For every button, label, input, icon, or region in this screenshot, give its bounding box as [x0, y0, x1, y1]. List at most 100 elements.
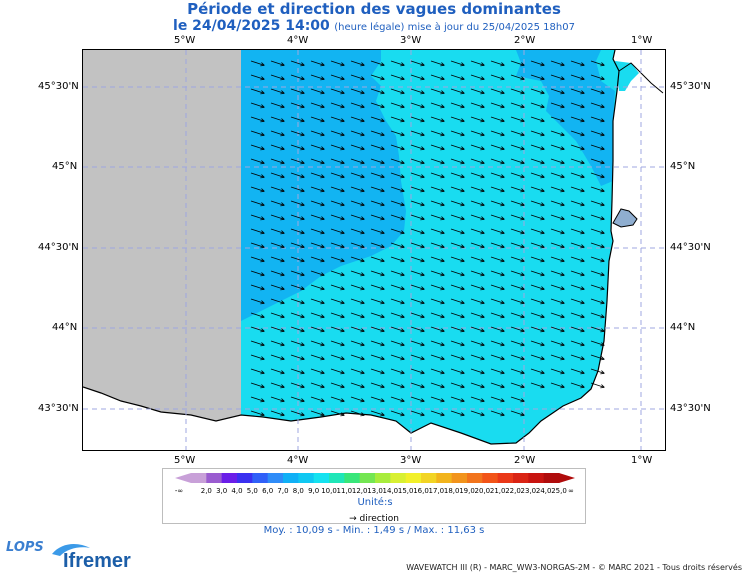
map-canvas: [83, 50, 665, 450]
direction-arrow: [290, 312, 305, 318]
direction-arrow: [510, 340, 525, 346]
direction-arrow-head: [520, 132, 525, 137]
direction-arrow-head: [560, 132, 565, 137]
direction-arrow-head: [400, 216, 405, 221]
direction-arrow-head: [440, 174, 445, 179]
direction-arrow: [450, 74, 465, 80]
update-note: (heure légale) mise à jour du 25/04/2025…: [334, 22, 575, 33]
colorbar-swatch: [467, 473, 483, 483]
direction-arrow: [250, 144, 265, 150]
direction-arrow-head: [560, 90, 565, 95]
direction-arrow-head: [580, 202, 585, 207]
direction-arrow-head: [340, 76, 345, 81]
direction-arrow-head: [340, 216, 345, 221]
colorbar-tick-label: 22,0: [505, 487, 521, 495]
direction-arrow: [410, 270, 425, 276]
direction-arrow: [470, 354, 485, 360]
direction-arrow-head: [340, 104, 345, 109]
legend-panel: -∞ 2,0 3,0 4,0 5,0 6,0 7,0 8,0 9,0 10,0 11,0 12,0 13…: [162, 468, 586, 524]
direction-arrow-head: [480, 90, 485, 95]
direction-arrow: [270, 102, 285, 108]
direction-arrow-head: [320, 62, 325, 67]
direction-arrow: [290, 102, 305, 108]
colorbar-swatch: [267, 473, 284, 483]
direction-arrow-head: [440, 62, 445, 67]
direction-arrow: [250, 74, 265, 80]
direction-arrow: [490, 382, 505, 388]
direction-arrow: [350, 410, 365, 416]
direction-arrow: [530, 354, 545, 360]
direction-arrow-head: [460, 90, 465, 95]
direction-arrow: [270, 158, 285, 164]
direction-arrow: [390, 256, 405, 262]
direction-arrow-head: [280, 370, 285, 375]
direction-arrow-head: [540, 258, 545, 263]
direction-arrow-head: [440, 328, 445, 333]
lat-label-left-45: 45°N: [52, 161, 78, 172]
direction-arrow: [370, 60, 385, 66]
direction-arrow: [250, 410, 265, 416]
direction-arrow-head: [300, 412, 305, 417]
direction-arrow: [290, 396, 305, 402]
direction-arrow-head: [600, 62, 605, 67]
direction-arrow-head: [340, 244, 345, 249]
direction-arrow: [490, 88, 505, 94]
lat-label-right-44-30: 44°30'N: [670, 242, 711, 253]
wave-period-map[interactable]: [82, 49, 666, 451]
direction-arrow-head: [340, 314, 345, 319]
direction-arrow-head: [340, 328, 345, 333]
direction-arrow: [390, 284, 405, 290]
direction-arrow-head: [320, 328, 325, 333]
direction-arrow-head: [420, 286, 425, 291]
direction-arrow-head: [280, 104, 285, 109]
direction-arrow: [430, 200, 445, 206]
direction-arrow-head: [340, 146, 345, 151]
direction-arrow-head: [500, 370, 505, 375]
colorbar-tick-label: 7,0: [277, 487, 288, 495]
lat-label-left-45-30: 45°30'N: [38, 81, 79, 92]
direction-arrow: [370, 88, 385, 94]
direction-arrow-head: [320, 118, 325, 123]
direction-arrow-head: [380, 62, 385, 67]
direction-arrow: [490, 214, 505, 220]
direction-arrow-head: [560, 216, 565, 221]
direction-arrow: [430, 354, 445, 360]
colorbar-swatch: [436, 473, 453, 483]
direction-arrow: [590, 200, 605, 206]
direction-arrow: [370, 74, 385, 80]
direction-arrow: [530, 382, 545, 388]
direction-arrow: [450, 284, 465, 290]
direction-arrow: [490, 144, 505, 150]
direction-arrow: [310, 186, 325, 192]
direction-arrow-head: [260, 258, 265, 263]
direction-arrow: [330, 340, 345, 346]
direction-arrow: [590, 214, 605, 220]
direction-arrow: [570, 130, 585, 136]
direction-arrow: [370, 382, 385, 388]
direction-arrow-head: [260, 384, 265, 389]
direction-arrow: [510, 256, 525, 262]
direction-arrow-head: [360, 146, 365, 151]
direction-arrow: [250, 340, 265, 346]
direction-arrow: [370, 144, 385, 150]
forecast-date: le 24/04/2025 14:00: [173, 18, 330, 34]
direction-arrow-head: [260, 188, 265, 193]
direction-arrow: [590, 74, 605, 80]
direction-arrow-head: [300, 104, 305, 109]
direction-arrow-head: [500, 174, 505, 179]
lon-label-bottom-5w: 5°W: [174, 455, 196, 466]
lat-label-right-45-30: 45°30'N: [670, 81, 711, 92]
direction-arrow-head: [380, 300, 385, 305]
direction-arrow-head: [360, 118, 365, 123]
direction-arrow: [310, 340, 325, 346]
direction-arrow-head: [300, 132, 305, 137]
direction-arrow: [410, 256, 425, 262]
direction-arrow-head: [420, 230, 425, 235]
direction-arrow-head: [300, 216, 305, 221]
direction-arrow-head: [460, 356, 465, 361]
direction-arrow-head: [580, 314, 585, 319]
direction-arrow: [470, 130, 485, 136]
direction-arrow-head: [360, 314, 365, 319]
direction-arrow-head: [260, 286, 265, 291]
direction-arrow-head: [420, 244, 425, 249]
